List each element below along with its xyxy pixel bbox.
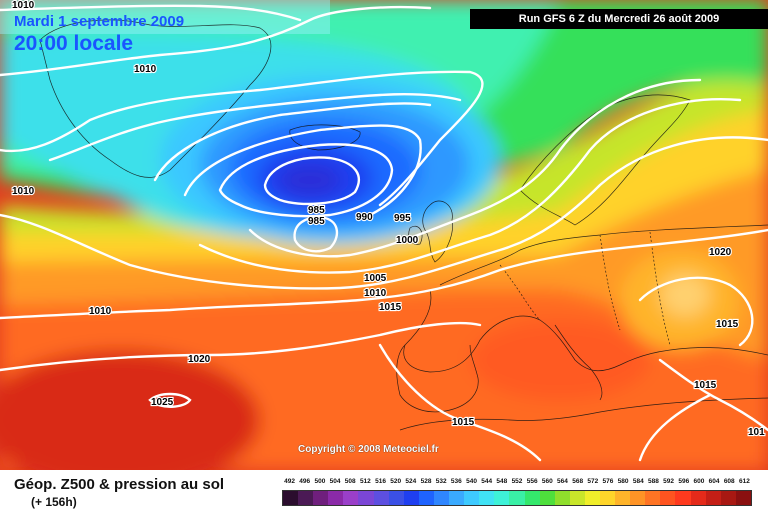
legend-swatch xyxy=(599,491,616,505)
color-scale-bar xyxy=(282,490,752,506)
legend-swatch xyxy=(479,491,495,505)
legend-swatch xyxy=(675,491,691,505)
legend-tick-label: 588 xyxy=(648,478,659,485)
pressure-label: 1015 xyxy=(716,319,739,330)
pressure-label: 985 xyxy=(308,205,325,216)
pressure-label: 1010 xyxy=(12,186,35,197)
pressure-label: 1010 xyxy=(12,0,35,11)
legend-tick-label: 560 xyxy=(541,478,553,485)
legend-swatch xyxy=(660,491,676,505)
legend-panel: Géop. Z500 & pression au sol (+ 156h) 49… xyxy=(0,470,768,512)
legend-swatch xyxy=(298,491,314,505)
pressure-label: 985 xyxy=(308,216,325,227)
legend-swatch xyxy=(705,491,721,505)
legend-swatch xyxy=(539,491,555,505)
isobars xyxy=(0,4,768,462)
forecast-valid-time: Mardi 1 septembre 2009 20:00 locale xyxy=(14,14,184,56)
legend-tick-label: 548 xyxy=(496,478,508,485)
pressure-label: 1010 xyxy=(134,64,157,75)
pressure-label: 1015 xyxy=(379,302,402,313)
pressure-label: 1010 xyxy=(364,288,387,299)
legend-swatch xyxy=(630,491,646,505)
copyright: Copyright © 2008 Meteociel.fr xyxy=(298,444,439,455)
legend-title: Géop. Z500 & pression au sol xyxy=(14,476,225,493)
legend-tick-label: 592 xyxy=(663,478,675,485)
valid-time: 20:00 locale xyxy=(14,32,134,55)
pressure-labels: 1010 1010 1010 1010 985 985 990 995 1000… xyxy=(11,0,766,439)
legend-swatch xyxy=(388,491,404,505)
legend-swatch xyxy=(328,491,344,505)
legend-tick-label: 508 xyxy=(344,478,356,485)
pressure-label: 1010 xyxy=(89,306,112,317)
legend-tick-label: 540 xyxy=(466,478,477,485)
map: 1010 1010 1010 1010 985 985 990 995 1000… xyxy=(0,0,768,470)
legend-tick-label: 504 xyxy=(329,478,341,485)
pressure-label: 101 xyxy=(748,427,765,438)
pressure-label: 1000 xyxy=(396,235,419,246)
legend-tick-label: 552 xyxy=(511,478,523,485)
run-banner: Run GFS 6 Z du Mercredi 26 août 2009 xyxy=(470,9,768,29)
legend-tick-label: 528 xyxy=(420,478,432,485)
legend-swatch xyxy=(433,491,450,505)
pressure-label: 990 xyxy=(356,212,373,223)
legend-tick-label: 608 xyxy=(723,478,735,485)
geopotential-field xyxy=(0,0,768,470)
legend-tick-label: 604 xyxy=(708,478,720,485)
legend-swatch xyxy=(283,491,299,505)
legend-tick-label: 572 xyxy=(587,478,599,485)
legend-swatch xyxy=(403,491,419,505)
legend-tick-label: 544 xyxy=(481,478,493,485)
pressure-label: 995 xyxy=(394,213,411,224)
legend-swatch xyxy=(554,491,570,505)
legend-swatch xyxy=(524,491,540,505)
legend-tick-label: 532 xyxy=(435,478,447,485)
legend-tick-label: 596 xyxy=(678,478,690,485)
legend-ticks: 492 496 500 504 508 512 516 520 524 528 532 536 540 5… xyxy=(282,478,752,488)
pressure-label: 1015 xyxy=(452,417,475,428)
legend-swatch xyxy=(418,491,434,505)
legend-swatch xyxy=(720,491,736,505)
legend-tick-label: 568 xyxy=(572,478,584,485)
legend-swatch xyxy=(615,491,631,505)
legend-tick-label: 564 xyxy=(557,478,568,485)
pressure-label: 1020 xyxy=(709,247,732,258)
pressure-label: 1025 xyxy=(151,397,174,408)
legend-tick-label: 512 xyxy=(359,478,371,485)
legend-tick-label: 584 xyxy=(632,478,644,485)
pressure-label: 1020 xyxy=(188,354,211,365)
legend-tick-label: 612 xyxy=(738,478,750,485)
legend-swatch xyxy=(494,491,510,505)
legend-swatch xyxy=(584,491,600,505)
legend-tick-label: 496 xyxy=(299,478,311,485)
legend-swatch xyxy=(569,491,585,505)
legend-swatch xyxy=(509,491,525,505)
legend-swatch xyxy=(373,491,389,505)
legend-tick-label: 556 xyxy=(526,478,538,485)
legend-swatch xyxy=(449,491,465,505)
legend-tick-label: 492 xyxy=(284,478,296,485)
legend-swatch xyxy=(735,491,751,505)
pressure-label: 1005 xyxy=(364,273,387,284)
valid-date: Mardi 1 septembre 2009 xyxy=(14,13,185,30)
legend-tick-label: 524 xyxy=(405,478,417,485)
legend-swatch xyxy=(358,491,374,505)
legend-subtitle: (+ 156h) xyxy=(31,495,77,509)
legend-tick-label: 600 xyxy=(693,478,705,485)
pressure-label: 1015 xyxy=(694,380,717,391)
legend-tick-label: 580 xyxy=(617,478,629,485)
legend-tick-label: 576 xyxy=(602,478,614,485)
legend-swatch xyxy=(343,491,359,505)
legend-swatch xyxy=(313,491,329,505)
legend-swatch xyxy=(464,491,480,505)
legend-swatch xyxy=(645,491,661,505)
legend-tick-label: 520 xyxy=(390,478,402,485)
legend-tick-label: 516 xyxy=(375,478,386,485)
legend-tick-label: 536 xyxy=(450,478,462,485)
legend-tick-label: 500 xyxy=(314,478,326,485)
legend-swatch xyxy=(690,491,706,505)
